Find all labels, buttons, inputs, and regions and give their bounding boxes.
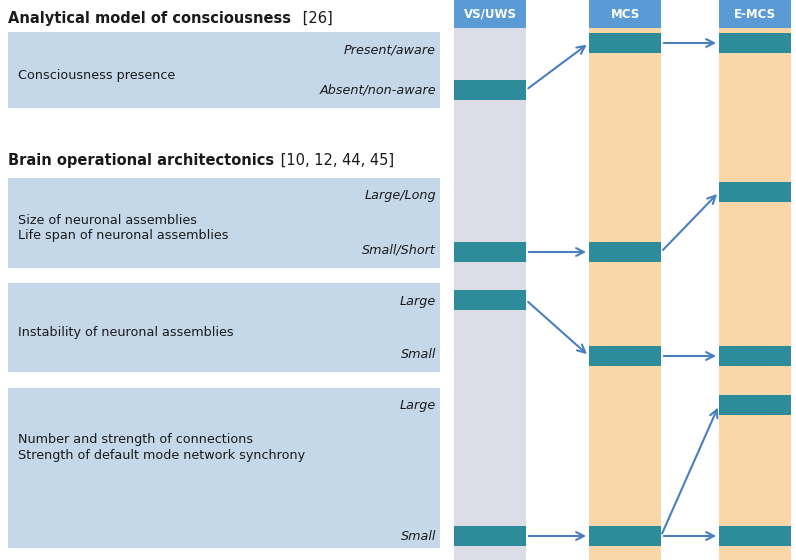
Bar — [8, 178, 440, 268]
Bar — [719, 346, 791, 366]
Text: Strength of default mode network synchrony: Strength of default mode network synchro… — [18, 450, 305, 463]
Text: MCS: MCS — [611, 7, 640, 21]
Bar — [719, 28, 791, 560]
Bar — [454, 242, 526, 262]
Text: Consciousness presence: Consciousness presence — [18, 68, 175, 82]
Text: Small: Small — [400, 530, 436, 543]
Bar — [589, 28, 661, 560]
Text: Number and strength of connections: Number and strength of connections — [18, 433, 253, 446]
Bar — [454, 28, 526, 560]
Text: Absent/non-aware: Absent/non-aware — [319, 83, 436, 96]
Bar — [589, 0, 661, 28]
Bar — [589, 33, 661, 53]
Bar — [589, 346, 661, 366]
Text: VS/UWS: VS/UWS — [463, 7, 517, 21]
Text: Analytical model of consciousness: Analytical model of consciousness — [8, 11, 291, 26]
Bar — [8, 388, 440, 548]
Bar — [719, 526, 791, 546]
Bar — [719, 0, 791, 28]
Bar — [719, 182, 791, 202]
Bar — [589, 526, 661, 546]
Bar — [454, 526, 526, 546]
Bar — [719, 395, 791, 415]
Bar — [719, 33, 791, 53]
Text: Large: Large — [400, 399, 436, 413]
Bar — [8, 283, 440, 372]
Bar — [8, 32, 440, 108]
Bar — [454, 290, 526, 310]
Text: Large/Long: Large/Long — [365, 189, 436, 203]
Bar — [454, 0, 526, 28]
Bar — [589, 242, 661, 262]
Bar — [454, 80, 526, 100]
Text: E-MCS: E-MCS — [734, 7, 776, 21]
Text: Present/aware: Present/aware — [344, 44, 436, 57]
Text: Large: Large — [400, 295, 436, 307]
Text: Small: Small — [400, 348, 436, 361]
Text: Instability of neuronal assemblies: Instability of neuronal assemblies — [18, 326, 233, 339]
Text: Small/Short: Small/Short — [362, 244, 436, 256]
Text: [26]: [26] — [298, 11, 333, 26]
Text: Life span of neuronal assemblies: Life span of neuronal assemblies — [18, 230, 228, 242]
Text: Size of neuronal assemblies: Size of neuronal assemblies — [18, 213, 197, 226]
Text: Brain operational architectonics: Brain operational architectonics — [8, 152, 274, 167]
Text: [10, 12, 44, 45]: [10, 12, 44, 45] — [276, 152, 394, 167]
